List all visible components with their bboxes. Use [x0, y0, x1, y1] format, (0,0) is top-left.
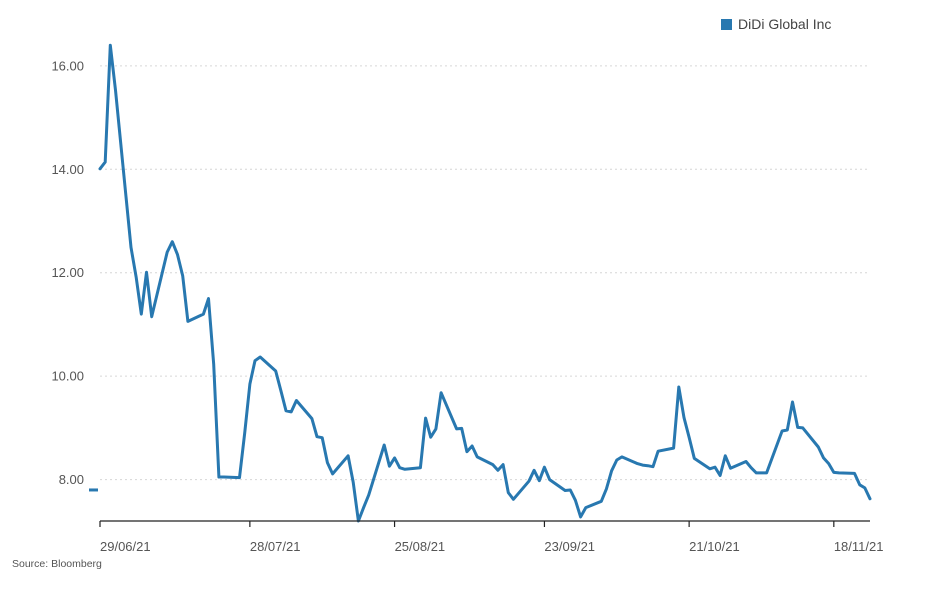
grid-lines — [100, 65, 870, 481]
x-axis-ticks: 29/06/21 28/07/21 25/08/21 23/09/21 21/10/21… — [99, 521, 884, 554]
x-tick-label: 23/09/21 — [544, 539, 595, 554]
x-tick-label: 29/06/21 — [100, 539, 151, 554]
series-layer — [98, 43, 872, 523]
legend-label: DiDi Global Inc — [738, 16, 832, 32]
y-tick-label: 16.00 — [51, 58, 84, 73]
x-tick-label: 21/10/21 — [689, 539, 740, 554]
x-tick-label: 18/11/21 — [834, 539, 884, 554]
source-note: Source: Bloomberg — [12, 558, 102, 570]
x-tick-label: 28/07/21 — [250, 539, 301, 554]
y-tick-label: 10.00 — [51, 369, 84, 384]
y-tick-label: 12.00 — [51, 265, 84, 280]
x-axis — [89, 488, 870, 522]
y-tick-label: 8.00 — [59, 472, 84, 487]
x-tick-label: 25/08/21 — [395, 539, 446, 554]
legend: DiDi Global Inc — [721, 16, 831, 32]
y-axis-ticks: 8.00 10.00 12.00 14.00 16.00 — [51, 58, 84, 487]
legend-swatch — [721, 18, 732, 30]
y-tick-label: 14.00 — [51, 162, 84, 177]
series-line-didi — [98, 43, 872, 523]
